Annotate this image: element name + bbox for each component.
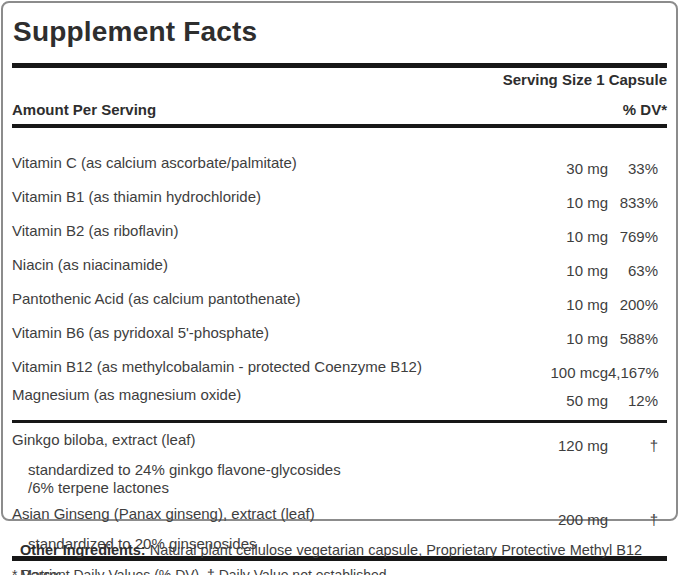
nutrient-amount: 120 mg [444,431,608,455]
percent-dv-header: % DV* [623,101,667,119]
nutrient-amount: 10 mg [444,222,608,246]
panel-title: Supplement Facts [13,16,667,48]
nutrient-dv: 4,167% [608,358,666,382]
nutrient-amount: 200 mg [444,505,608,529]
nutrient-dv-dagger: † [608,431,666,455]
nutrient-note: standardized to 24% ginkgo flavone-glyco… [12,461,667,479]
nutrient-amount: 30 mg [444,154,608,178]
nutrient-row-vitamin-b1: Vitamin B1 (as thiamin hydrochloride) 10… [12,188,667,212]
nutrient-amount: 10 mg [444,188,608,212]
serving-size: Serving Size 1 Capsule [12,71,667,89]
nutrient-amount: 10 mg [444,290,608,314]
nutrient-name: Vitamin B2 (as riboflavin) [12,222,444,246]
nutrient-dv: 12% [608,386,666,410]
nutrient-name: Ginkgo biloba, extract (leaf) [12,431,444,455]
other-ingredients-label: Other Ingredients: [20,542,146,558]
supplement-facts-panel: Supplement Facts Serving Size 1 Capsule … [1,1,678,521]
nutrient-row-vitamin-b12: Vitamin B12 (as methylcobalamin - protec… [12,358,667,382]
nutrient-dv: 63% [608,256,666,280]
nutrient-note: /6% terpene lactones [12,479,667,497]
nutrient-row-ginkgo: Ginkgo biloba, extract (leaf) 120 mg † [12,431,667,455]
nutrient-name: Pantothenic Acid (as calcium pantothenat… [12,290,444,314]
column-header-row: Amount Per Serving % DV* [12,101,667,119]
nutrient-row-pantothenic-acid: Pantothenic Acid (as calcium pantothenat… [12,290,667,314]
nutrient-name: Vitamin B1 (as thiamin hydrochloride) [12,188,444,212]
nutrient-row-niacin: Niacin (as niacinamide) 10 mg 63% [12,256,667,280]
nutrient-name: Vitamin B12 (as methylcobalamin - protec… [12,358,444,382]
nutrient-name: Niacin (as niacinamide) [12,256,444,280]
nutrient-row-vitamin-b6: Vitamin B6 (as pyridoxal 5'-phosphate) 1… [12,324,667,348]
nutrient-name: Magnesium (as magnesium oxide) [12,386,444,410]
nutrient-row-magnesium: Magnesium (as magnesium oxide) 50 mg 12% [12,386,667,410]
nutrient-amount: 100 mcg [444,358,608,382]
supplement-label-page: Supplement Facts Serving Size 1 Capsule … [0,0,679,575]
nutrient-name: Vitamin B6 (as pyridoxal 5'-phosphate) [12,324,444,348]
nutrient-amount: 10 mg [444,324,608,348]
divider-thick-top [12,63,667,68]
divider-thick-header [12,124,667,128]
nutrient-table: Vitamin C (as calcium ascorbate/palmitat… [12,154,667,553]
nutrient-dv-dagger: † [608,505,666,529]
nutrient-amount: 10 mg [444,256,608,280]
amount-per-serving-header: Amount Per Serving [12,101,156,119]
nutrient-amount: 50 mg [444,386,608,410]
nutrient-dv: 769% [608,222,666,246]
nutrient-row-vitamin-c: Vitamin C (as calcium ascorbate/palmitat… [12,154,667,178]
nutrient-dv: 33% [608,154,666,178]
nutrient-dv: 200% [608,290,666,314]
nutrient-name: Vitamin C (as calcium ascorbate/palmitat… [12,154,444,178]
nutrient-row-vitamin-b2: Vitamin B2 (as riboflavin) 10 mg 769% [12,222,667,246]
divider-herbal-section [12,420,667,423]
nutrient-row-ginseng: Asian Ginseng (Panax ginseng), extract (… [12,505,667,529]
nutrient-name: Asian Ginseng (Panax ginseng), extract (… [12,505,444,529]
nutrient-dv: 833% [608,188,666,212]
nutrient-dv: 588% [608,324,666,348]
